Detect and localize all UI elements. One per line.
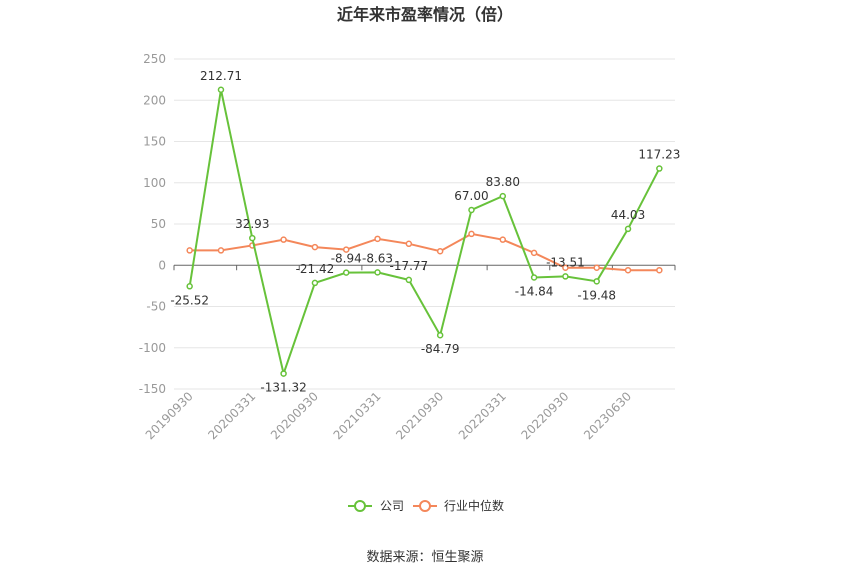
data-point[interactable] [562, 264, 569, 271]
data-point[interactable] [217, 247, 225, 254]
data-point[interactable] [593, 264, 600, 271]
source-note: 数据来源：恒生聚源 [366, 550, 483, 565]
y-tick-label: 0 [158, 258, 166, 272]
data-label: 67.00 [454, 189, 488, 203]
legend-item-0[interactable]: 公司 [348, 499, 404, 513]
data-point[interactable] [436, 331, 444, 339]
legend-marker [419, 500, 431, 512]
data-label: 83.80 [486, 175, 520, 189]
y-axis: 250 200 150 100 50 0 -50 -100 -150 [139, 52, 166, 396]
data-label: -131.32 [260, 381, 306, 395]
y-tick-label: -100 [139, 341, 166, 355]
data-label: -8.94 [331, 252, 362, 266]
y-tick-label: 150 [143, 135, 166, 149]
y-tick-label: -50 [146, 300, 166, 314]
legend-label: 公司 [380, 499, 404, 513]
legend-item-1[interactable]: 行业中位数 [413, 498, 504, 513]
data-label: 212.71 [200, 69, 242, 83]
data-point[interactable] [624, 225, 632, 233]
data-point[interactable] [499, 236, 507, 243]
data-point[interactable] [468, 206, 475, 214]
x-tick-label: 20190930 [143, 389, 196, 442]
data-label: -19.48 [577, 288, 616, 302]
y-tick-label: 250 [143, 52, 166, 66]
data-point[interactable] [405, 276, 413, 284]
data-point[interactable] [374, 235, 381, 243]
data-label: -8.63 [362, 251, 393, 265]
data-point[interactable] [593, 278, 600, 285]
data-point[interactable] [624, 266, 632, 274]
x-tick-label: 20210930 [393, 389, 446, 442]
data-point[interactable] [405, 240, 413, 248]
data-point[interactable] [311, 243, 319, 251]
series-line-1 [189, 232, 660, 272]
data-point[interactable] [186, 247, 193, 254]
data-label: 44.03 [611, 208, 645, 222]
y-tick-label: 200 [143, 93, 166, 107]
data-point[interactable] [217, 86, 225, 94]
data-label: -84.79 [421, 342, 460, 356]
data-point[interactable] [562, 273, 569, 280]
data-point[interactable] [499, 192, 507, 200]
data-point[interactable] [530, 249, 538, 257]
x-tick-label: 20210331 [331, 389, 384, 442]
data-point[interactable] [280, 370, 287, 377]
x-tick-label: 20200930 [268, 389, 321, 442]
data-point[interactable] [186, 283, 193, 290]
data-point[interactable] [436, 247, 444, 255]
y-tick-label: 50 [151, 217, 166, 231]
y-tick-label: -150 [139, 382, 166, 396]
data-point[interactable] [468, 230, 475, 238]
data-label: 32.93 [235, 217, 269, 231]
data-label: -25.52 [170, 293, 209, 307]
data-labels: -25.52 212.71 32.93 -131.32 -21.42-8.94 -8.63… [170, 69, 680, 395]
data-label: -21.42 [296, 262, 335, 276]
data-point[interactable] [342, 246, 350, 253]
data-label: 117.23 [638, 148, 680, 162]
x-tick-label: 20220331 [456, 389, 509, 442]
data-point[interactable] [342, 269, 350, 276]
legend-label: 行业中位数 [444, 498, 504, 513]
data-point[interactable] [530, 274, 538, 281]
data-label: -17.77 [390, 259, 429, 273]
x-tick-label: 20200331 [205, 389, 258, 442]
x-tick-label: 20230630 [581, 389, 634, 442]
data-point[interactable] [280, 236, 287, 243]
data-point[interactable] [374, 269, 381, 276]
data-label: -13.51 [546, 255, 585, 269]
y-tick-label: 100 [143, 176, 166, 190]
legend-marker [354, 500, 366, 512]
chart-title: 近年来市盈率情况（倍） [337, 5, 513, 24]
data-point[interactable] [656, 266, 663, 274]
x-tick-label: 20220930 [518, 389, 571, 442]
data-point[interactable] [656, 165, 663, 172]
series-layer [186, 86, 663, 378]
data-point[interactable] [311, 279, 319, 287]
data-point[interactable] [249, 234, 256, 242]
legend[interactable]: 公司 行业中位数 [348, 498, 504, 513]
data-label: -14.84 [515, 284, 554, 298]
series-line-0 [188, 89, 661, 378]
